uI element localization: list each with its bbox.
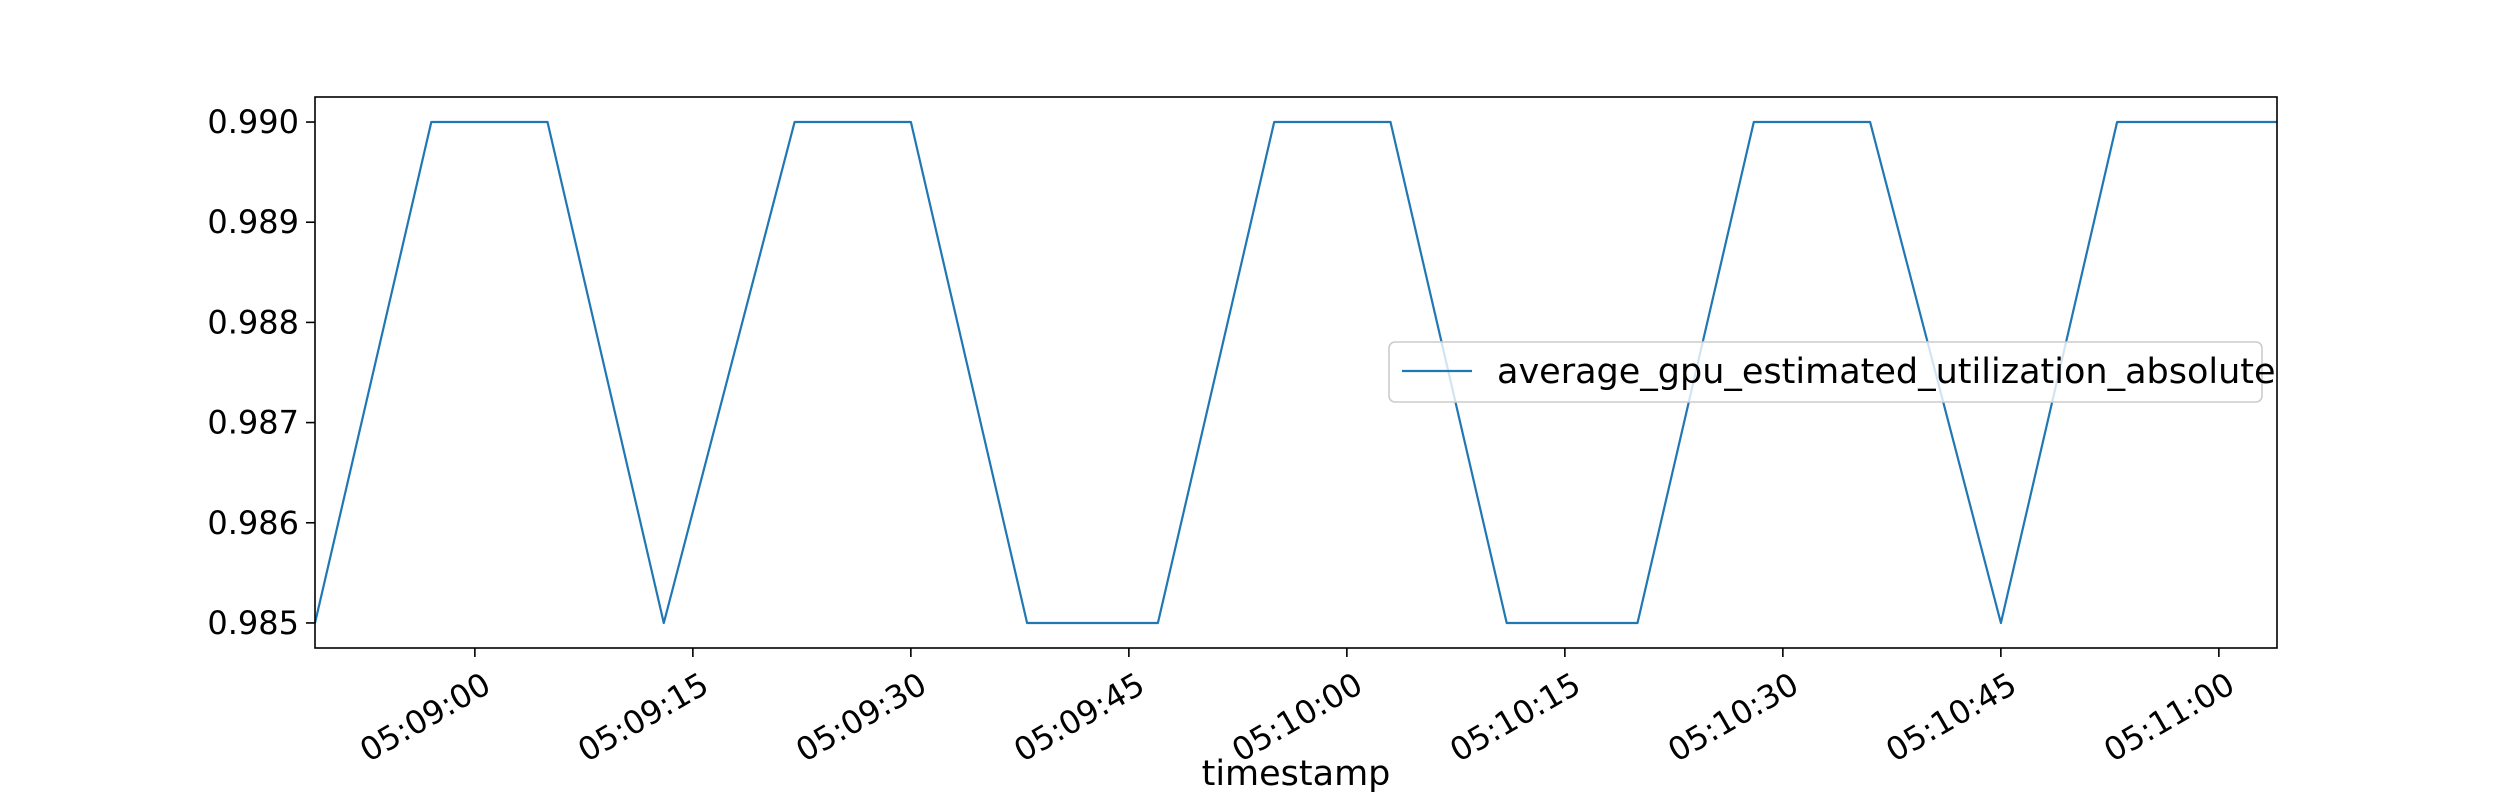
y-tick-label: 0.990 <box>207 103 299 141</box>
axes-frame <box>314 96 2278 649</box>
x-axis-label: timestamp <box>1202 754 1391 794</box>
y-tick-label: 0.988 <box>207 303 299 341</box>
y-tick-label: 0.985 <box>207 604 299 642</box>
y-tick-label: 0.986 <box>207 504 299 542</box>
legend: average_gpu_estimated_utilization_absolu… <box>1388 341 2276 403</box>
y-tick-label: 0.989 <box>207 203 299 241</box>
y-axis: 0.985 0.986 0.987 0.988 0.989 0.990 <box>207 103 315 642</box>
y-tick-label: 0.987 <box>207 404 299 442</box>
legend-label: average_gpu_estimated_utilization_absolu… <box>1497 352 2276 392</box>
legend-box <box>1388 341 2263 403</box>
